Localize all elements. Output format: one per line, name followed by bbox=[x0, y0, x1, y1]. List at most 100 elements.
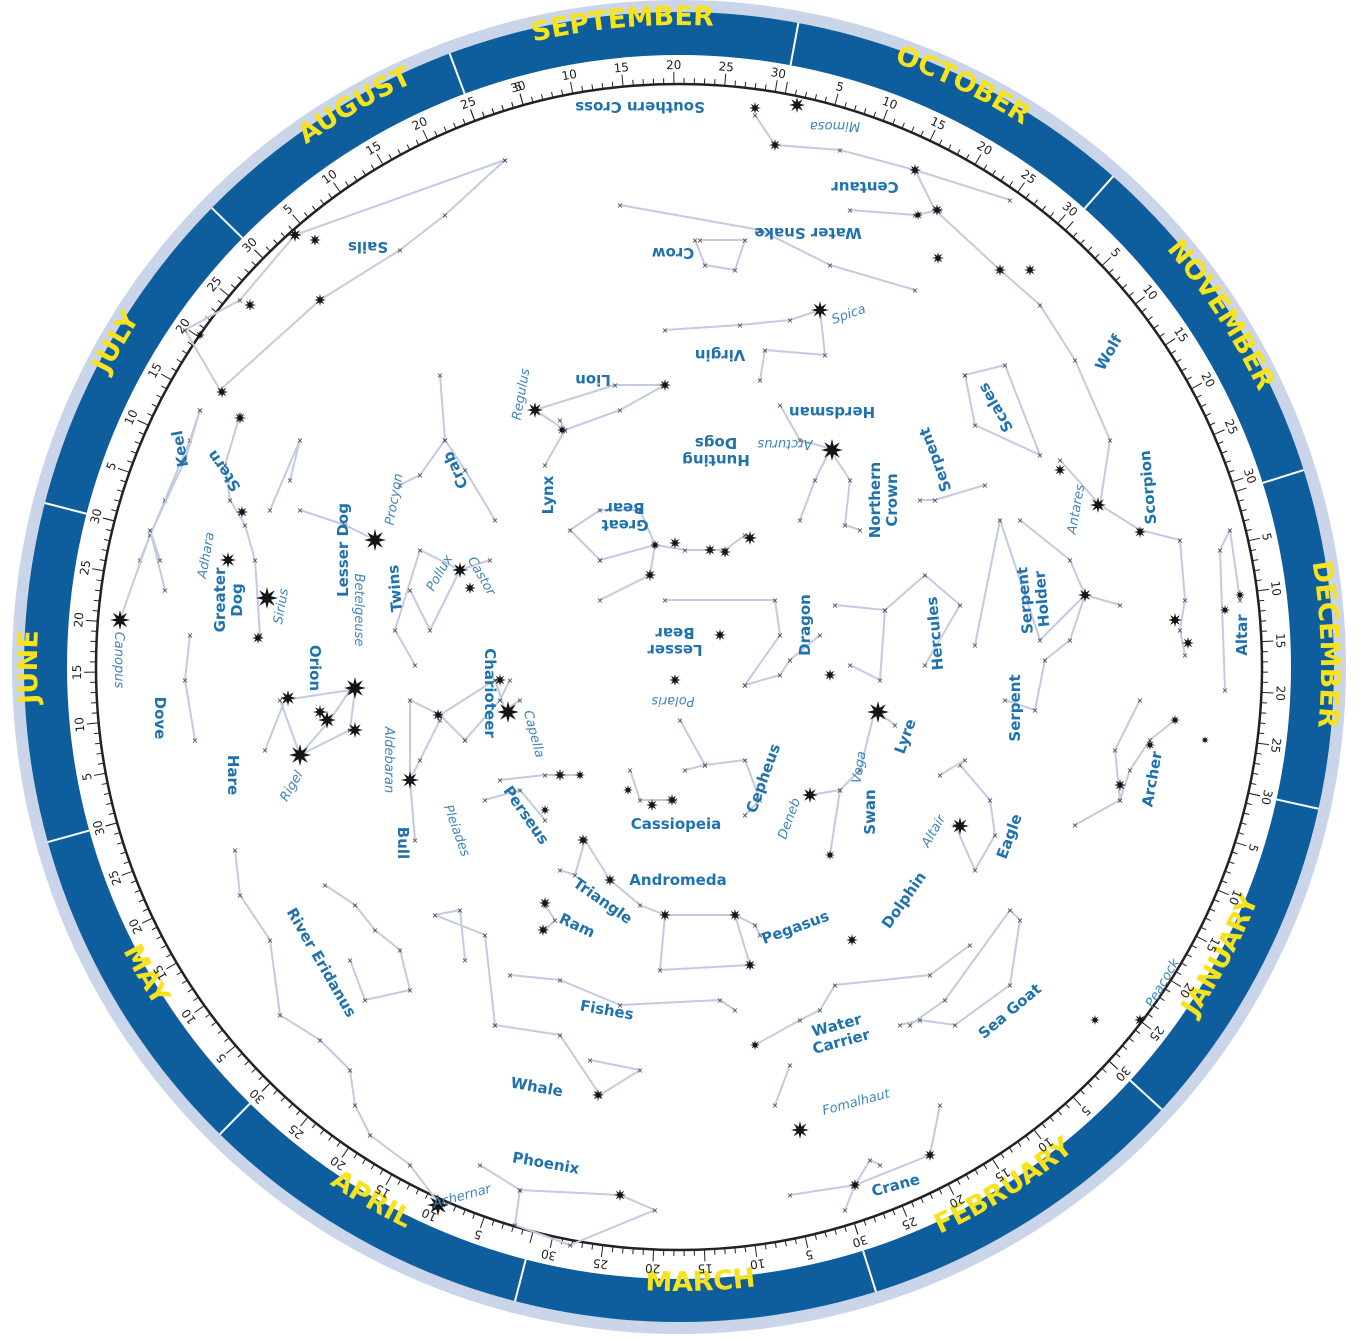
faint-star: × bbox=[927, 971, 934, 980]
faint-star: × bbox=[147, 526, 154, 535]
faint-star: × bbox=[742, 811, 749, 820]
bright-star bbox=[666, 794, 678, 806]
faint-star: × bbox=[1117, 601, 1124, 610]
faint-star: × bbox=[1007, 906, 1014, 915]
bright-star bbox=[769, 139, 781, 151]
bright-star bbox=[1134, 1014, 1146, 1026]
faint-star: × bbox=[637, 1066, 644, 1075]
day-number: 15 bbox=[613, 60, 630, 75]
faint-star: × bbox=[657, 966, 664, 975]
faint-star: × bbox=[442, 211, 449, 220]
bright-star bbox=[432, 709, 444, 721]
bright-star bbox=[309, 234, 321, 246]
faint-star: × bbox=[627, 766, 634, 775]
bright-star bbox=[1145, 740, 1155, 750]
faint-star: × bbox=[462, 956, 469, 965]
faint-star: × bbox=[597, 556, 604, 565]
faint-star: × bbox=[717, 996, 724, 1005]
faint-star: × bbox=[237, 891, 244, 900]
month-label: JUNE bbox=[13, 629, 45, 706]
bright-star bbox=[1220, 605, 1230, 615]
faint-star: × bbox=[917, 1016, 924, 1025]
constellation-label: Serpent bbox=[1006, 674, 1024, 741]
faint-star: × bbox=[267, 936, 274, 945]
bright-star bbox=[719, 546, 731, 558]
faint-star: × bbox=[817, 1006, 824, 1015]
day-number: 25 bbox=[718, 59, 734, 74]
bright-star bbox=[344, 677, 366, 699]
constellation-label: Water Snake bbox=[754, 224, 861, 242]
day-tick bbox=[745, 1246, 746, 1252]
faint-star: × bbox=[557, 866, 564, 875]
faint-star: × bbox=[662, 596, 669, 605]
bright-star bbox=[575, 770, 585, 780]
faint-star: × bbox=[542, 461, 549, 470]
faint-star: × bbox=[487, 556, 494, 565]
faint-star: × bbox=[737, 321, 744, 330]
day-number: 25 bbox=[1268, 737, 1284, 754]
faint-star: × bbox=[397, 946, 404, 955]
faint-star: × bbox=[1137, 696, 1144, 705]
faint-star: × bbox=[847, 476, 854, 485]
bright-star bbox=[1090, 497, 1106, 513]
bright-star bbox=[527, 402, 543, 418]
star-label: Betelgeuse bbox=[351, 574, 366, 647]
day-number: 10 bbox=[1268, 580, 1284, 597]
faint-star: × bbox=[197, 406, 204, 415]
bright-star bbox=[846, 934, 858, 946]
bright-star bbox=[623, 785, 633, 795]
faint-star: × bbox=[252, 556, 259, 565]
bright-star bbox=[313, 705, 327, 719]
faint-star: × bbox=[787, 1191, 794, 1200]
faint-star: × bbox=[297, 436, 304, 445]
faint-star: × bbox=[1067, 636, 1074, 645]
faint-star: × bbox=[1177, 626, 1184, 635]
bright-star bbox=[821, 439, 843, 461]
constellation-label: Bull bbox=[394, 827, 412, 859]
faint-star: × bbox=[277, 1011, 284, 1020]
faint-star: × bbox=[567, 1241, 574, 1250]
faint-star: × bbox=[912, 286, 919, 295]
faint-star: × bbox=[557, 1031, 564, 1040]
bright-star bbox=[110, 610, 130, 630]
faint-star: × bbox=[407, 696, 414, 705]
faint-star: × bbox=[617, 201, 624, 210]
bright-star bbox=[539, 897, 551, 909]
faint-star: × bbox=[227, 496, 234, 505]
faint-star: × bbox=[832, 981, 839, 990]
bright-star bbox=[604, 874, 616, 886]
day-tick bbox=[623, 1247, 624, 1253]
faint-star: × bbox=[457, 906, 464, 915]
day-number: 20 bbox=[645, 1261, 661, 1276]
bright-star bbox=[811, 301, 829, 319]
faint-star: × bbox=[1222, 686, 1229, 695]
faint-star: × bbox=[542, 771, 549, 780]
faint-star: × bbox=[502, 156, 509, 165]
faint-star: × bbox=[187, 631, 194, 640]
faint-star: × bbox=[1072, 356, 1079, 365]
star-label: Polaris bbox=[651, 693, 694, 708]
faint-star: × bbox=[492, 516, 499, 525]
faint-star: × bbox=[917, 496, 924, 505]
faint-star: × bbox=[567, 526, 574, 535]
day-number: 15 bbox=[697, 1261, 713, 1276]
faint-star: × bbox=[787, 316, 794, 325]
faint-star: × bbox=[612, 381, 619, 390]
bright-star bbox=[280, 690, 296, 706]
constellation-label: Southern Cross bbox=[575, 98, 705, 116]
faint-star: × bbox=[922, 661, 929, 670]
star-label: Canopus bbox=[111, 632, 126, 689]
faint-star: × bbox=[407, 1161, 414, 1170]
bright-star bbox=[994, 264, 1006, 276]
faint-star: × bbox=[732, 1006, 739, 1015]
faint-star: × bbox=[842, 1206, 849, 1215]
faint-star: × bbox=[462, 736, 469, 745]
day-tick bbox=[704, 1249, 705, 1261]
faint-star: × bbox=[1067, 556, 1074, 565]
faint-star: × bbox=[1072, 821, 1079, 830]
faint-star: × bbox=[857, 526, 864, 535]
day-tick bbox=[93, 611, 99, 612]
day-tick bbox=[735, 81, 736, 87]
faint-star: × bbox=[1227, 526, 1234, 535]
